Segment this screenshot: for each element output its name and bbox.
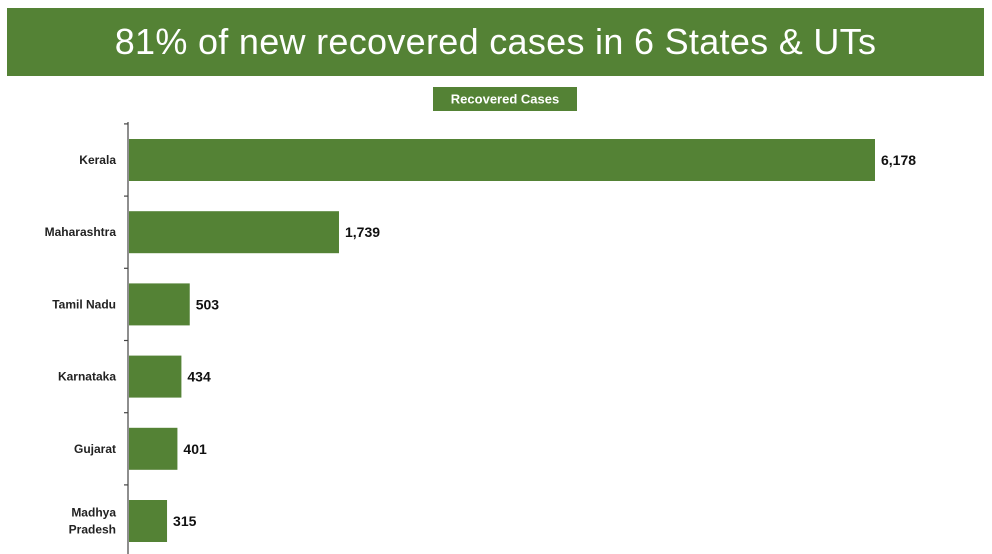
bar-maharashtra: [129, 211, 339, 254]
data-label: 1,739: [345, 224, 380, 240]
category-label: Madhya Pradesh: [69, 506, 117, 537]
chart-title: Recovered Cases: [451, 92, 559, 107]
bar-gujarat: [129, 427, 178, 470]
category-label: Kerala: [79, 153, 116, 167]
bar-tamil-nadu: [129, 283, 190, 326]
title-banner: 81% of new recovered cases in 6 States &…: [7, 8, 984, 76]
data-label: 434: [187, 369, 211, 385]
category-label: Maharashtra: [45, 225, 117, 239]
bar-karnataka: [129, 355, 182, 398]
chart-title-box: [433, 87, 577, 111]
bar-kerala: [129, 139, 875, 181]
page-title: 81% of new recovered cases in 6 States &…: [114, 21, 877, 62]
data-label: 6,178: [881, 152, 916, 168]
data-label: 503: [196, 296, 220, 312]
category-label: Gujarat: [74, 442, 116, 456]
category-label: Karnataka: [58, 370, 116, 384]
bar-madhya-pradesh: [129, 500, 168, 542]
data-label: 315: [173, 513, 197, 529]
category-label: Tamil Nadu: [52, 297, 116, 311]
data-label: 401: [183, 441, 207, 457]
